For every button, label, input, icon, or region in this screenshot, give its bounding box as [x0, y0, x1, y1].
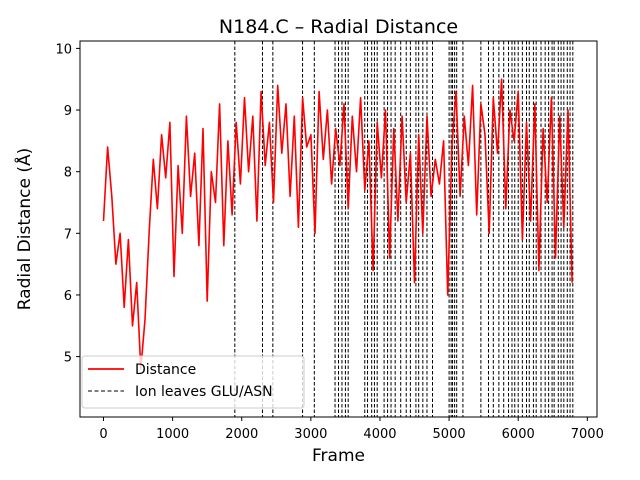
y-tick-label: 7 [64, 227, 72, 242]
y-axis-ticks: 5 6 7 8 9 10 [55, 42, 80, 366]
x-tick-label: 0 [99, 427, 107, 442]
chart-title: N184.C – Radial Distance [219, 16, 458, 38]
legend-events-label: Ion leaves GLU/ASN [135, 384, 273, 400]
y-tick-label: 8 [64, 166, 72, 181]
x-tick-label: 5000 [433, 427, 466, 442]
x-tick-label: 3000 [294, 427, 327, 442]
legend: Distance Ion leaves GLU/ASN [81, 355, 305, 409]
y-tick-label: 5 [64, 351, 72, 366]
y-tick-label: 6 [64, 289, 72, 304]
legend-box [81, 355, 305, 409]
x-tick-label: 1000 [156, 427, 189, 442]
y-tick-label: 9 [64, 104, 72, 119]
y-axis-label: Radial Distance (Å) [13, 148, 35, 311]
x-tick-label: 7000 [571, 427, 604, 442]
x-tick-label: 4000 [363, 427, 396, 442]
x-tick-label: 6000 [502, 427, 535, 442]
y-tick-label: 10 [55, 42, 72, 57]
x-axis-ticks: 0 1000 2000 3000 4000 5000 6000 7000 [99, 417, 604, 442]
x-tick-label: 2000 [225, 427, 258, 442]
plot-frame [79, 40, 598, 418]
distance-series-group [102, 78, 573, 370]
x-axis-label: Frame [312, 446, 365, 466]
distance-line [102, 78, 573, 370]
legend-distance-label: Distance [135, 362, 196, 378]
